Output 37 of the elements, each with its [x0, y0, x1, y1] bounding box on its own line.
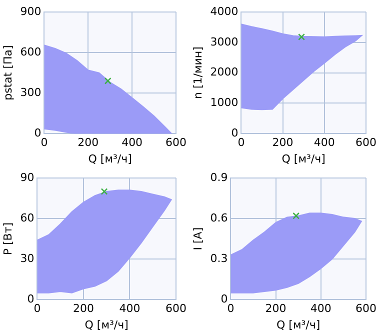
y-axis-title: pstat [Па] — [1, 45, 14, 100]
y-tick-label: 0.6 — [210, 211, 228, 224]
y-axis-title: P [Вт] — [1, 222, 14, 256]
y-tick-label: 1000 — [210, 96, 238, 110]
x-tick-label: 600 — [356, 302, 376, 316]
y-tick-label: 300 — [20, 86, 42, 99]
x-tick-label: 200 — [78, 136, 99, 150]
y-axis-title: I [A] — [191, 227, 204, 250]
y-tick-label: 3000 — [210, 35, 238, 48]
y-tick-label: 30 — [20, 252, 34, 265]
x-axis-title: Q [м³/ч] — [88, 152, 132, 166]
x-tick-label: 200 — [72, 302, 94, 316]
y-tick-label: 0.3 — [210, 252, 228, 265]
x-tick-label: 600 — [166, 302, 186, 316]
y-tick-label: 60 — [20, 211, 34, 224]
y-tick-label: 90 — [20, 170, 34, 184]
x-axis-title: Q [м³/ч] — [84, 318, 128, 332]
y-tick-label: 600 — [20, 45, 42, 58]
y-tick-label: 4000 — [210, 4, 238, 18]
y-axis-title: n [1/мин] — [191, 46, 204, 100]
y-tick-label: 0 — [231, 126, 238, 140]
x-tick-label: 400 — [119, 302, 140, 316]
y-tick-label: 0 — [34, 126, 42, 140]
x-tick-label: 600 — [166, 136, 186, 150]
y-tick-label: 0.9 — [210, 170, 228, 184]
y-tick-label: 0 — [27, 292, 34, 306]
x-tick-label: 400 — [122, 136, 143, 150]
x-tick-label: 200 — [272, 136, 294, 150]
x-axis-title: Q [м³/ч] — [276, 318, 320, 332]
x-tick-label: 400 — [314, 136, 335, 150]
x-axis-title: Q [м³/ч] — [282, 152, 326, 166]
y-tick-label: 0 — [220, 292, 228, 306]
x-tick-label: 600 — [356, 136, 376, 150]
x-tick-label: 400 — [310, 302, 332, 316]
y-tick-label: 2000 — [210, 66, 238, 79]
y-tick-label: 900 — [20, 4, 42, 18]
x-tick-label: 200 — [265, 302, 286, 316]
